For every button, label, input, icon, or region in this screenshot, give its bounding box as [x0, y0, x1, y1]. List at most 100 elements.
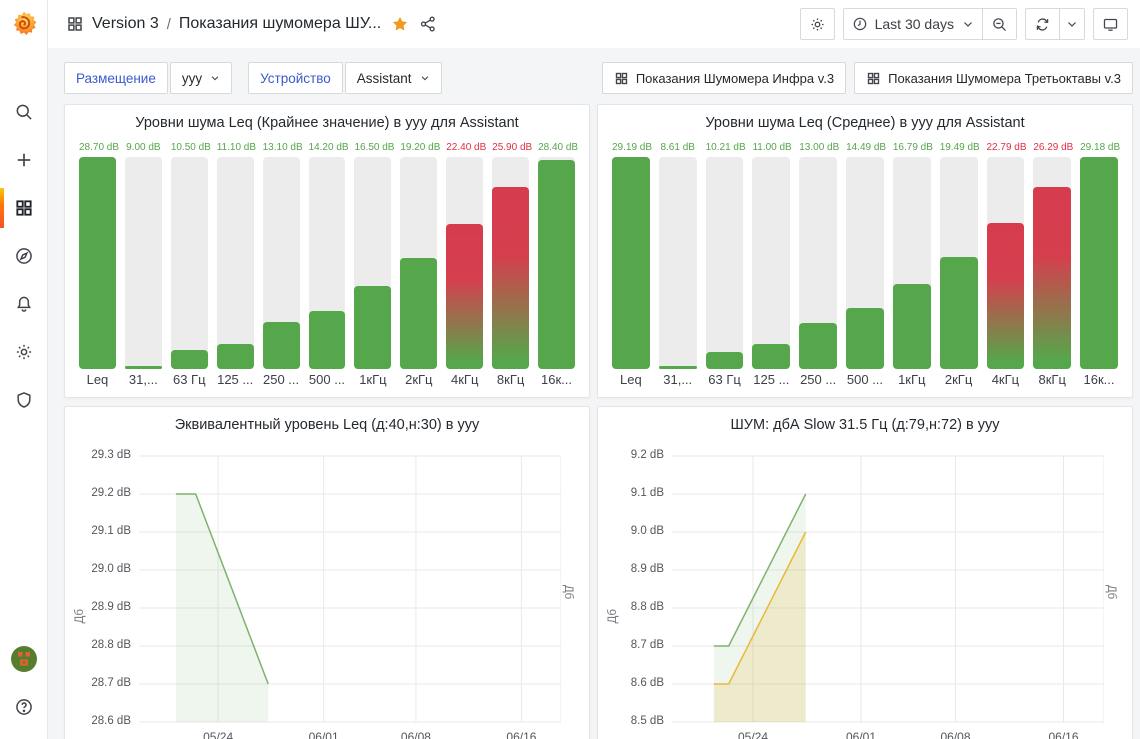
sidebar-item-search[interactable]: [0, 88, 48, 136]
variable-device-label[interactable]: Устройство: [248, 62, 343, 94]
panel-title[interactable]: ШУМ: дбА Slow 31.5 Гц (д:79,н:72) в yyy: [730, 417, 1000, 433]
bar-gauge[interactable]: [492, 157, 530, 369]
breadcrumb-separator: /: [166, 15, 171, 33]
bar-gauge[interactable]: [400, 157, 438, 369]
x-tick-label: 06/01: [308, 730, 339, 739]
panel-title[interactable]: Эквивалентный уровень Leq (д:40,н:30) в …: [174, 417, 480, 433]
sidebar-item-add[interactable]: [0, 136, 48, 184]
bar-category-label: 4кГц: [451, 372, 479, 387]
bar-gauge[interactable]: [892, 157, 931, 369]
sidebar-item-configuration[interactable]: [0, 328, 48, 376]
bar-category-label: 16к...: [1083, 372, 1115, 387]
bar-category-label: 63 Гц: [172, 372, 206, 387]
bar-gauge[interactable]: [446, 157, 484, 369]
bar-gauge[interactable]: [538, 157, 575, 369]
bar-gauge[interactable]: [1033, 157, 1072, 369]
y-axis-title: Дб: [74, 608, 87, 623]
sidebar-item-explore[interactable]: [0, 232, 48, 280]
refresh-icon: [1036, 18, 1049, 30]
bar-column: 10.50 dB 63 Гц: [170, 139, 211, 389]
bar-value-label: 11.10 dB: [216, 142, 257, 153]
bar-value-label: 19.49 dB: [939, 142, 980, 153]
bar-gauge[interactable]: [658, 157, 697, 369]
bar-category-label: Leq: [86, 372, 109, 387]
bar-column: 14.49 dB 500 ...: [846, 139, 887, 389]
variable-placement-value-text: yyy: [181, 70, 203, 86]
variable-placement: Размещение yyy: [64, 62, 233, 94]
y-axis-title-right: Дб: [562, 585, 575, 600]
dashboard-settings-button[interactable]: [799, 8, 835, 40]
sidebar-item-alerting[interactable]: [0, 280, 48, 328]
dashboards-icon: [14, 198, 34, 218]
bar-category-label: 125 ...: [217, 372, 254, 387]
bar-gauge[interactable]: [124, 157, 162, 369]
zoom-out-icon: [993, 17, 1006, 31]
grafana-logo-icon: [13, 11, 36, 35]
bar-value-label: 22.79 dB: [986, 142, 1027, 153]
bar-gauge[interactable]: [705, 157, 744, 369]
explore-icon: [14, 246, 34, 266]
chevron-down-icon: [421, 76, 428, 81]
favorite-star-icon[interactable]: [391, 15, 409, 33]
sidebar-item-server-admin[interactable]: [0, 376, 48, 424]
y-tick-label: 28.7 dB: [91, 677, 131, 689]
sidebar-item-dashboards[interactable]: [0, 184, 48, 232]
bar-gauge[interactable]: [986, 157, 1025, 369]
bar-value-label: 25.90 dB: [492, 142, 533, 153]
refresh-interval-dropdown[interactable]: [1059, 8, 1085, 40]
variable-placement-value[interactable]: yyy: [169, 62, 233, 94]
bar-gauge[interactable]: [612, 157, 650, 369]
grafana-logo[interactable]: [0, 0, 48, 48]
breadcrumb-section[interactable]: Version 3: [92, 15, 159, 32]
bar-gauge[interactable]: [262, 157, 300, 369]
panel-title[interactable]: Уровни шума Leq (Крайнее значение) в yyy…: [135, 115, 519, 131]
bar-category-label: 31,...: [663, 372, 693, 387]
bar-column: 16.50 dB 1кГц: [354, 139, 394, 389]
bar-value-label: 14.49 dB: [846, 142, 887, 153]
bar-value-label: 19.20 dB: [400, 142, 441, 153]
dashboard-link-infra[interactable]: Показания Шумомера Инфра v.3: [601, 62, 847, 94]
bar-column: 11.10 dB 125 ...: [216, 139, 257, 389]
bar-gauge[interactable]: [799, 157, 838, 369]
help-icon: [14, 697, 34, 717]
bar-gauge[interactable]: [846, 157, 884, 369]
panel-title[interactable]: Уровни шума Leq (Среднее) в yyy для Assi…: [705, 115, 1025, 131]
time-controls: Last 30 days: [842, 8, 1017, 40]
bar-category-label: 125 ...: [753, 372, 790, 387]
x-tick-label: 06/01: [845, 730, 877, 739]
bar-category-label: 2кГц: [944, 372, 973, 387]
variable-placement-label[interactable]: Размещение: [64, 62, 168, 94]
y-tick-label: 8.9 dB: [630, 563, 664, 575]
share-icon[interactable]: [419, 15, 437, 33]
bar-gauge[interactable]: [308, 157, 346, 369]
bar-column: 29.19 dB Leq: [612, 139, 652, 389]
bar-gauge[interactable]: [79, 157, 116, 369]
bar-gauge[interactable]: [354, 157, 392, 369]
dashboard-link-tretoktavy[interactable]: Показания Шумомера Третьоктавы v.3: [854, 62, 1133, 94]
bar-value-label: 10.21 dB: [705, 142, 746, 153]
bar-gauge[interactable]: [752, 157, 791, 369]
bar-column: 22.40 dB 4кГц: [446, 139, 486, 389]
zoom-out-time-button[interactable]: [982, 8, 1017, 40]
sidebar-item-avatar[interactable]: [0, 635, 48, 683]
plot-area[interactable]: 05/24 06/01 06/08 06/16: [672, 434, 1105, 739]
bar-gauge[interactable]: [216, 157, 254, 369]
breadcrumb[interactable]: Version 3 / Показания шумомера ШУ...: [66, 15, 381, 33]
sidebar-item-help[interactable]: [0, 683, 48, 731]
variable-device-value[interactable]: Assistant: [344, 62, 442, 94]
dashboard-grid-icon: [867, 72, 880, 84]
bar-column: 9.00 dB 31,...: [124, 139, 162, 389]
refresh-button[interactable]: [1025, 8, 1059, 40]
bar-gauge[interactable]: [939, 157, 978, 369]
bar-value-label: 16.79 dB: [892, 142, 933, 153]
y-axis-title: Дб: [607, 608, 620, 623]
plot-area[interactable]: 05/24 06/01 06/08 06/16: [139, 434, 562, 739]
bar-gauge[interactable]: [170, 157, 208, 369]
time-range-picker[interactable]: Last 30 days: [842, 8, 982, 40]
bar-category-label: 250 ...: [800, 372, 837, 387]
bar-column: 13.10 dB 250 ...: [262, 139, 303, 389]
bar-category-label: 4кГц: [991, 372, 1020, 387]
breadcrumb-title[interactable]: Показания шумомера ШУ...: [178, 15, 382, 32]
tv-mode-button[interactable]: [1093, 8, 1128, 40]
bar-gauge[interactable]: [1080, 157, 1118, 369]
